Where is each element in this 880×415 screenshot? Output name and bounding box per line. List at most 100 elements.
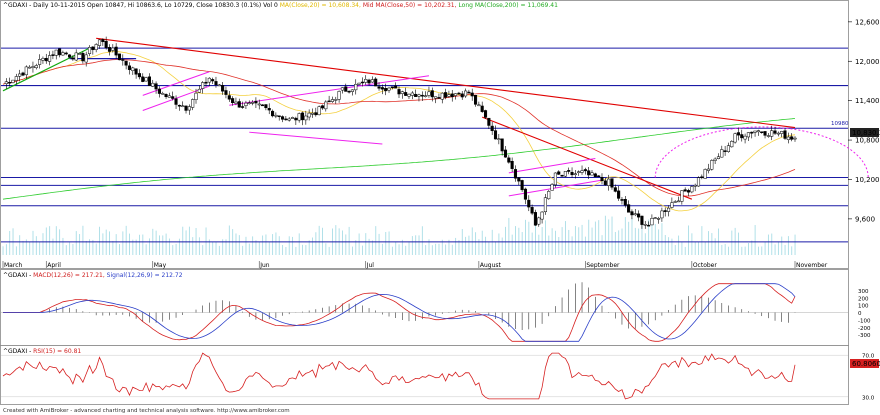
volume-bar (342, 230, 343, 255)
volume-bar (794, 234, 796, 255)
candle-body (141, 76, 145, 82)
volume-bar (701, 226, 703, 255)
candle-body (527, 199, 531, 208)
candle-body (8, 81, 12, 84)
candle-body (414, 93, 418, 97)
volume-bar (29, 241, 31, 255)
volume-bar (208, 239, 210, 255)
volume-bar (345, 234, 347, 255)
volume-bar (9, 230, 11, 255)
candle-body (41, 58, 45, 61)
volume-bar (505, 226, 506, 255)
volume-bar (451, 244, 453, 255)
candle-body (360, 81, 364, 84)
candle-body (610, 178, 614, 188)
candle-body (251, 102, 255, 104)
candle-body (117, 53, 122, 61)
month-label: August (480, 262, 502, 269)
volume-bar (198, 237, 200, 255)
volume-bar (508, 217, 510, 255)
candle-body (716, 156, 721, 159)
volume-bar (315, 232, 317, 255)
volume-bar (205, 227, 207, 255)
candle-body (593, 173, 597, 178)
volume-bar (777, 241, 779, 255)
volume-bar (698, 241, 699, 255)
volume-bar (525, 219, 526, 255)
macd-tick-label: 300 (858, 289, 869, 295)
volume-bar (238, 235, 240, 255)
volume-bar (531, 232, 533, 255)
candle-body (483, 110, 488, 118)
candle-body (643, 224, 647, 226)
candle-body (567, 170, 571, 172)
month-label: May (154, 262, 167, 269)
volume-bar (371, 240, 373, 255)
candle-body (663, 210, 667, 212)
channel-line (249, 131, 383, 145)
volume-bar (538, 234, 540, 255)
candle-body (254, 100, 258, 104)
volume-bar (535, 220, 536, 255)
volume-bar (112, 240, 114, 255)
candle-body (424, 95, 428, 97)
volume-bar (62, 237, 64, 255)
volume-bar (448, 239, 450, 255)
candle-body (507, 157, 511, 163)
volume-bar (228, 225, 230, 255)
candle-body (367, 79, 371, 84)
volume-bar (708, 231, 709, 255)
candle-body (760, 131, 764, 134)
candle-body (357, 82, 361, 85)
candle-body (34, 65, 38, 69)
volume-bar (578, 227, 580, 255)
volume-bar (781, 236, 783, 255)
candle-body (38, 59, 42, 65)
rsi-line: 30.0 70.0 (1, 352, 875, 401)
volume-bar (222, 239, 224, 255)
candle-body (394, 85, 398, 89)
candle-body (770, 130, 774, 137)
candle-body (370, 79, 374, 83)
candle-body (221, 85, 225, 92)
candle-body (467, 91, 471, 94)
candle-body (547, 191, 551, 200)
volume-bar (688, 225, 690, 255)
trendlines (2, 37, 869, 200)
volume-bar (358, 233, 360, 255)
macd-header-macd: MACD(12,26) = 217.21, (33, 272, 105, 279)
volume-bar (79, 234, 81, 255)
volume-bar (325, 243, 327, 255)
candle-body (204, 81, 208, 84)
candle-body (71, 57, 75, 60)
candle-body (310, 112, 315, 115)
volume-bar (574, 226, 576, 255)
level-tag: 10980 (831, 121, 849, 127)
candle-body (780, 131, 784, 134)
candle-body (224, 90, 228, 95)
volume-bar (405, 245, 407, 255)
candle-body (131, 67, 135, 71)
header-info: - Daily 10-11-2015 Open 10847, Hi 10863.… (29, 2, 278, 9)
volume-bar (89, 239, 91, 255)
volume-bar (102, 233, 104, 255)
rsi-tag-box (850, 359, 879, 368)
volume-bar (644, 233, 646, 255)
candle-body (340, 87, 344, 91)
volume-bar (571, 236, 573, 255)
candle-body (703, 169, 707, 179)
candle-body (793, 137, 797, 140)
candle-body (766, 135, 770, 137)
candle-body (597, 175, 601, 178)
volume-bar (99, 226, 101, 255)
candle-body (264, 104, 268, 109)
volume-bar (485, 236, 487, 255)
candle-body (191, 99, 195, 108)
candle-body (247, 102, 251, 105)
candle-body (430, 90, 434, 98)
volume-bar (614, 231, 616, 255)
volume-bar (225, 239, 227, 255)
candle-body (470, 92, 474, 97)
macd-tick-label: 0 (858, 311, 862, 317)
volume-bar (528, 221, 530, 255)
